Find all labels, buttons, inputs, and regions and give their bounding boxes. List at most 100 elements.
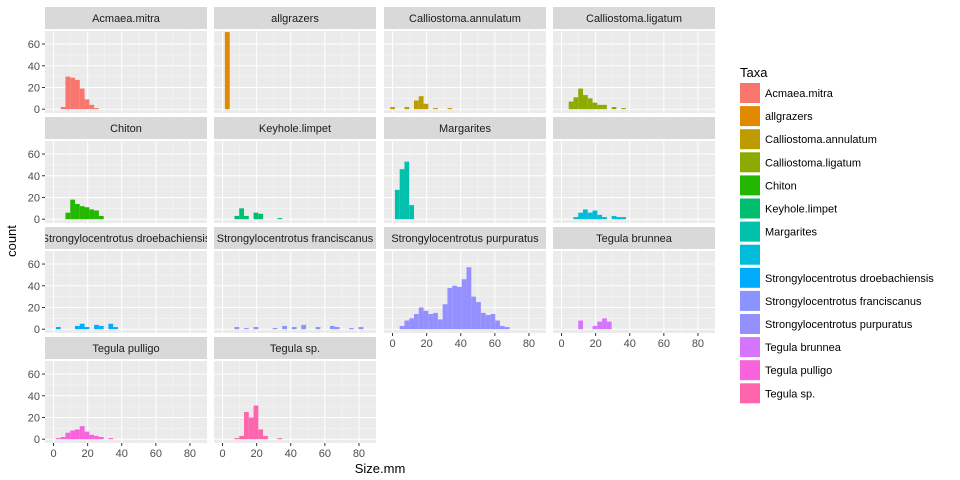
histogram-bar: [334, 327, 340, 330]
y-tick-label: 20: [28, 82, 40, 94]
histogram-bar: [60, 107, 66, 110]
histogram-bar: [504, 327, 510, 330]
facet-strip: [45, 7, 207, 29]
legend-title: Taxa: [740, 65, 768, 80]
histogram-bar: [55, 438, 61, 440]
gridlines: [45, 31, 207, 113]
facet-panel-strongylocentrotus-franciscanus: Strongylocentrotus franciscanus: [214, 227, 376, 333]
histogram-bar: [75, 203, 80, 220]
histogram-bar: [258, 213, 264, 220]
histogram-bar: [485, 315, 491, 330]
histogram-bar: [84, 431, 90, 440]
histogram-bar: [94, 435, 99, 440]
histogram-bar: [234, 327, 240, 330]
legend-swatch: [740, 106, 760, 127]
histogram-bar: [98, 215, 104, 220]
legend-item-allgrazers: allgrazers: [740, 106, 813, 127]
histogram-bar: [606, 321, 612, 330]
y-tick-label: 40: [28, 391, 40, 403]
legend-label: allgrazers: [765, 111, 813, 123]
legend-item-strongylocentrotus-droebachiensis: Strongylocentrotus droebachiensis: [740, 267, 934, 288]
facet-panel-unlabeled: [553, 117, 715, 223]
histogram-bar: [578, 320, 584, 330]
panel-background: [553, 251, 715, 333]
facet-strip: [45, 337, 207, 359]
histogram-bar: [423, 310, 429, 330]
histogram-bar: [253, 212, 259, 220]
y-tick-label: 60: [28, 149, 40, 161]
legend-swatch: [740, 267, 760, 288]
histogram-bar: [466, 267, 472, 330]
legend-label: Strongylocentrotus franciscanus: [765, 296, 922, 308]
histogram-bar: [597, 321, 603, 330]
histogram-bar: [358, 327, 364, 330]
histogram-bar: [239, 208, 245, 220]
facet-strip: [45, 227, 207, 249]
y-tick-label: 60: [28, 39, 40, 51]
histogram-bars: [224, 32, 230, 110]
histogram-bar: [602, 104, 607, 110]
legend: Taxa Acmaea.mitra allgrazers Calliostoma.an…: [740, 65, 934, 404]
histogram-bar: [471, 296, 477, 330]
histogram-bar: [404, 320, 410, 330]
gridlines: [384, 31, 546, 113]
histogram-bar: [447, 108, 453, 110]
histogram-bar: [277, 438, 283, 440]
x-tick-label: 60: [489, 338, 501, 350]
legend-label: Tegula brunnea: [765, 342, 842, 354]
histogram-bar: [461, 279, 467, 330]
x-tick-label: 40: [624, 338, 636, 350]
histogram-bars: [55, 323, 118, 330]
histogram-bar: [621, 217, 626, 220]
x-tick-label: 0: [219, 448, 225, 460]
legend-item-calliostoma-ligatum: Calliostoma.ligatum: [740, 152, 861, 173]
histogram-bars: [65, 199, 104, 220]
legend-label: Tegula sp.: [765, 388, 815, 400]
facet-panel-strongylocentrotus-droebachiensis: Strongylocentrotus droebachiensis 0 20 40 60: [28, 227, 207, 336]
histogram-bar: [418, 96, 424, 110]
histogram-bar: [433, 108, 438, 110]
facet-panel-acmaea-mitra: Acmaea.mitra 0 20 40 60: [28, 7, 207, 116]
legend-label: Calliostoma.annulatum: [765, 134, 877, 146]
histogram-bar: [394, 189, 400, 220]
facet-title: Margarites: [439, 123, 491, 135]
histogram-bar: [75, 429, 80, 440]
panel-background: [384, 31, 546, 113]
facet-panel-calliostoma-ligatum: Calliostoma.ligatum: [553, 7, 715, 113]
histogram-bar: [315, 327, 321, 330]
y-tick-label: 20: [28, 192, 40, 204]
histogram-bar: [89, 104, 95, 110]
histogram-bar: [108, 323, 114, 330]
facet-strip: [553, 117, 715, 139]
histogram-bar: [75, 79, 80, 110]
histogram-bar: [499, 325, 505, 330]
histogram-bar: [442, 304, 448, 330]
histogram-bar: [621, 108, 626, 110]
legend-label: Chiton: [765, 180, 797, 192]
x-axis-title: Size.mm: [355, 461, 406, 476]
y-tick-label: 60: [28, 369, 40, 381]
histogram-bar: [98, 437, 104, 440]
y-tick-label: 40: [28, 281, 40, 293]
x-tick-label: 20: [421, 338, 433, 350]
legend-item-tegula-pulligo: Tegula pulligo: [740, 360, 832, 381]
histogram-bar: [79, 426, 85, 440]
x-tick-label: 60: [150, 448, 162, 460]
histogram-bar: [592, 210, 598, 220]
histogram-bar: [447, 287, 453, 330]
legend-swatch: [740, 129, 760, 150]
histogram-bar: [244, 328, 249, 330]
histogram-bar: [456, 286, 462, 330]
x-tick-label: 80: [692, 338, 704, 350]
facet-title: Tegula sp.: [270, 343, 320, 355]
legend-label: Strongylocentrotus purpuratus: [765, 319, 913, 331]
histogram-bar: [75, 325, 80, 330]
facet-title: Tegula brunnea: [596, 233, 673, 245]
x-tick-label: 0: [50, 448, 56, 460]
histogram-bar: [263, 435, 268, 440]
panel-background: [214, 141, 376, 223]
histogram-bar: [399, 325, 405, 330]
histogram-bar: [592, 102, 598, 110]
